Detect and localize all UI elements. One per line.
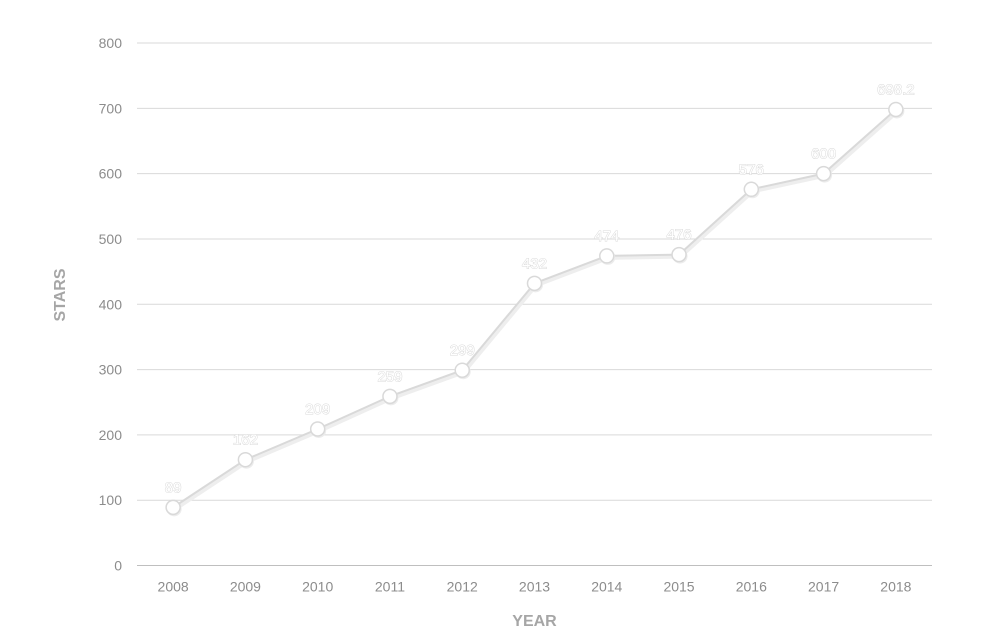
data-point	[743, 181, 760, 198]
gridlines	[137, 42, 932, 501]
x-tick-label: 2012	[447, 579, 478, 595]
y-axis-title: STARS	[52, 268, 69, 321]
data-label: 698.2	[877, 81, 915, 98]
data-label: 600	[811, 146, 836, 163]
data-label: 299	[450, 342, 475, 359]
y-tick-label: 700	[99, 100, 123, 116]
x-tick-label: 2015	[663, 579, 694, 595]
x-tick-label: 2010	[302, 579, 333, 595]
data-label: 162	[233, 432, 258, 449]
markers	[165, 101, 905, 517]
data-point	[599, 248, 615, 264]
data-label: 474	[594, 228, 619, 245]
y-tick-label: 800	[99, 35, 123, 51]
data-label: 89	[165, 479, 182, 496]
y-tick-label: 500	[99, 231, 123, 247]
data-point	[309, 421, 326, 437]
data-label: 209	[305, 401, 330, 418]
x-tick-label: 2016	[736, 579, 767, 595]
series-line-group	[172, 108, 899, 512]
x-tick-label: 2008	[158, 579, 189, 595]
y-tick-label: 0	[114, 558, 122, 574]
y-tick-label: 100	[99, 492, 123, 508]
data-point	[526, 275, 543, 292]
data-label: 576	[739, 161, 764, 178]
x-tick-label: 2017	[808, 579, 839, 595]
data-point	[888, 101, 904, 118]
x-axis-title: YEAR	[512, 613, 557, 630]
y-tick-label: 600	[99, 166, 123, 182]
data-label: 259	[377, 368, 402, 385]
y-tick-label: 400	[99, 296, 123, 312]
y-tick-label: 300	[99, 362, 123, 378]
x-tick-label: 2014	[591, 579, 622, 595]
series-line-shadow	[173, 109, 899, 512]
data-point	[237, 451, 254, 468]
x-tick-label: 2013	[519, 579, 550, 595]
data-label: 432	[522, 255, 547, 272]
axes: 0 100 200 300 400 500 600 700 800 2008 2009 2010 201…	[99, 35, 932, 595]
x-tick-label: 2018	[880, 579, 911, 595]
data-point	[454, 362, 470, 378]
data-labels: 89 162 209 259 299 432 474 476 576 600 698.2	[164, 81, 915, 497]
data-label: 476	[667, 227, 692, 244]
x-tick-label: 2011	[375, 579, 405, 595]
data-point	[671, 246, 687, 263]
data-point	[382, 388, 398, 405]
data-point	[165, 499, 181, 516]
x-tick-label: 2009	[230, 579, 261, 595]
data-point	[815, 165, 832, 182]
y-tick-label: 200	[99, 427, 123, 443]
